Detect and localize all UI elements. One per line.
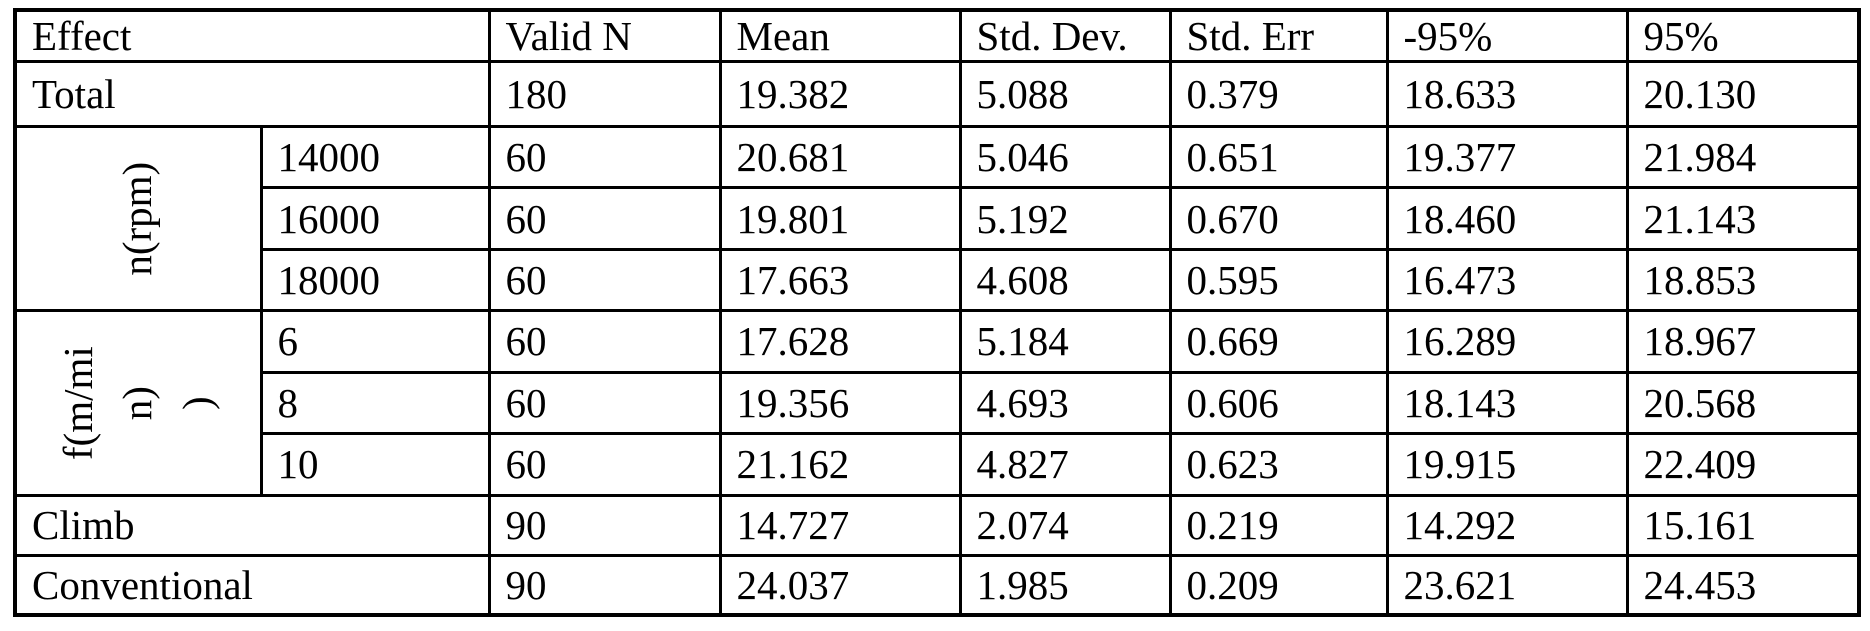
f8-std-err: 0.606 [1168,370,1389,436]
f8-ci-low: 18.143 [1385,370,1629,436]
conventional-ci-high: 24.453 [1625,554,1861,617]
rpm18000-valid-n: 60 [487,247,722,313]
f10-valid-n: 60 [487,432,722,497]
rpm16000-std-err: 0.670 [1168,186,1389,251]
f10-std-dev: 4.827 [958,432,1172,497]
row-rpm-16000: 16000 60 19.801 5.192 0.670 18.460 21.14… [15,186,1861,251]
conventional-ci-low: 23.621 [1385,554,1629,617]
rpm14000-mean: 20.681 [718,124,962,190]
conventional-std-dev: 1.985 [958,554,1172,617]
total-label: Total [13,60,491,128]
group-label-f-mmin: f(m/mi n) ) [13,309,263,497]
statistics-table: Effect Valid N Mean Std. Dev. Std. Err -… [13,8,1861,617]
climb-std-err: 0.219 [1168,493,1389,558]
f6-valid-n: 60 [487,309,722,374]
f6-ci-high: 18.967 [1625,309,1861,374]
total-ci-high: 20.130 [1625,60,1861,128]
total-std-dev: 5.088 [958,60,1172,128]
conventional-mean: 24.037 [718,554,962,617]
climb-ci-low: 14.292 [1385,493,1629,558]
rpm18000-std-dev: 4.608 [958,247,1172,313]
rotated-label-n-rpm: n(rpm) [114,161,161,276]
header-ci-low: -95% [1385,8,1629,64]
climb-label: Climb [13,493,491,558]
row-rpm-14000: n(rpm) 14000 60 20.681 5.046 0.651 19.37… [13,124,1861,313]
f6-std-err: 0.669 [1168,309,1389,374]
f6-mean: 17.628 [718,309,962,374]
row-conventional: Conventional 90 24.037 1.985 0.209 23.62… [13,554,1861,617]
row-f-6: f(m/mi n) ) 6 60 17.628 5.184 0.669 16.2… [13,309,1861,497]
row-f-8: 8 60 19.356 4.693 0.606 18.143 20.568 [15,370,1861,436]
rpm14000-level: 14000 [259,124,491,190]
rpm18000-mean: 17.663 [718,247,962,313]
rpm18000-level: 18000 [259,247,491,313]
total-valid-n: 180 [487,60,722,128]
conventional-std-err: 0.209 [1168,554,1389,617]
f8-mean: 19.356 [718,370,962,436]
rpm18000-std-err: 0.595 [1168,247,1389,313]
rpm14000-ci-low: 19.377 [1385,124,1629,190]
rpm14000-std-err: 0.651 [1168,124,1389,190]
climb-std-dev: 2.074 [958,493,1172,558]
rpm14000-valid-n: 60 [487,124,722,190]
total-std-err: 0.379 [1168,60,1389,128]
f6-std-dev: 5.184 [958,309,1172,374]
header-valid-n: Valid N [487,8,722,64]
row-f-10: 10 60 21.162 4.827 0.623 19.915 22.409 [15,432,1861,497]
header-std-dev: Std. Dev. [958,8,1172,64]
group-label-n-rpm: n(rpm) [13,124,263,313]
header-std-err: Std. Err [1168,8,1389,64]
rpm16000-std-dev: 5.192 [958,186,1172,251]
rpm16000-level: 16000 [259,186,491,251]
rpm16000-ci-low: 18.460 [1385,186,1629,251]
conventional-label: Conventional [13,554,491,617]
f8-valid-n: 60 [487,370,722,436]
f8-std-dev: 4.693 [958,370,1172,436]
f10-ci-low: 19.915 [1385,432,1629,497]
rpm16000-valid-n: 60 [487,186,722,251]
rpm14000-std-dev: 5.046 [958,124,1172,190]
row-climb: Climb 90 14.727 2.074 0.219 14.292 15.16… [13,493,1861,558]
header-effect: Effect [13,8,491,64]
f10-std-err: 0.623 [1168,432,1389,497]
f10-mean: 21.162 [718,432,962,497]
f6-ci-low: 16.289 [1385,309,1629,374]
header-ci-high: 95% [1625,8,1861,64]
header-row: Effect Valid N Mean Std. Dev. Std. Err -… [13,8,1861,64]
f8-ci-high: 20.568 [1625,370,1861,436]
rpm16000-ci-high: 21.143 [1625,186,1861,251]
f6-level: 6 [259,309,491,374]
f10-ci-high: 22.409 [1625,432,1861,497]
climb-ci-high: 15.161 [1625,493,1861,558]
row-rpm-18000: 18000 60 17.663 4.608 0.595 16.473 18.85… [15,247,1861,313]
climb-valid-n: 90 [487,493,722,558]
rpm18000-ci-low: 16.473 [1385,247,1629,313]
f8-level: 8 [259,370,491,436]
header-mean: Mean [718,8,962,64]
rpm14000-ci-high: 21.984 [1625,124,1861,190]
f10-level: 10 [259,432,491,497]
total-mean: 19.382 [718,60,962,128]
row-total: Total 180 19.382 5.088 0.379 18.633 20.1… [13,60,1861,128]
total-ci-low: 18.633 [1385,60,1629,128]
rpm16000-mean: 19.801 [718,186,962,251]
rpm18000-ci-high: 18.853 [1625,247,1861,313]
conventional-valid-n: 90 [487,554,722,617]
climb-mean: 14.727 [718,493,962,558]
rotated-label-f-mmin: f(m/mi n) ) [55,345,220,460]
